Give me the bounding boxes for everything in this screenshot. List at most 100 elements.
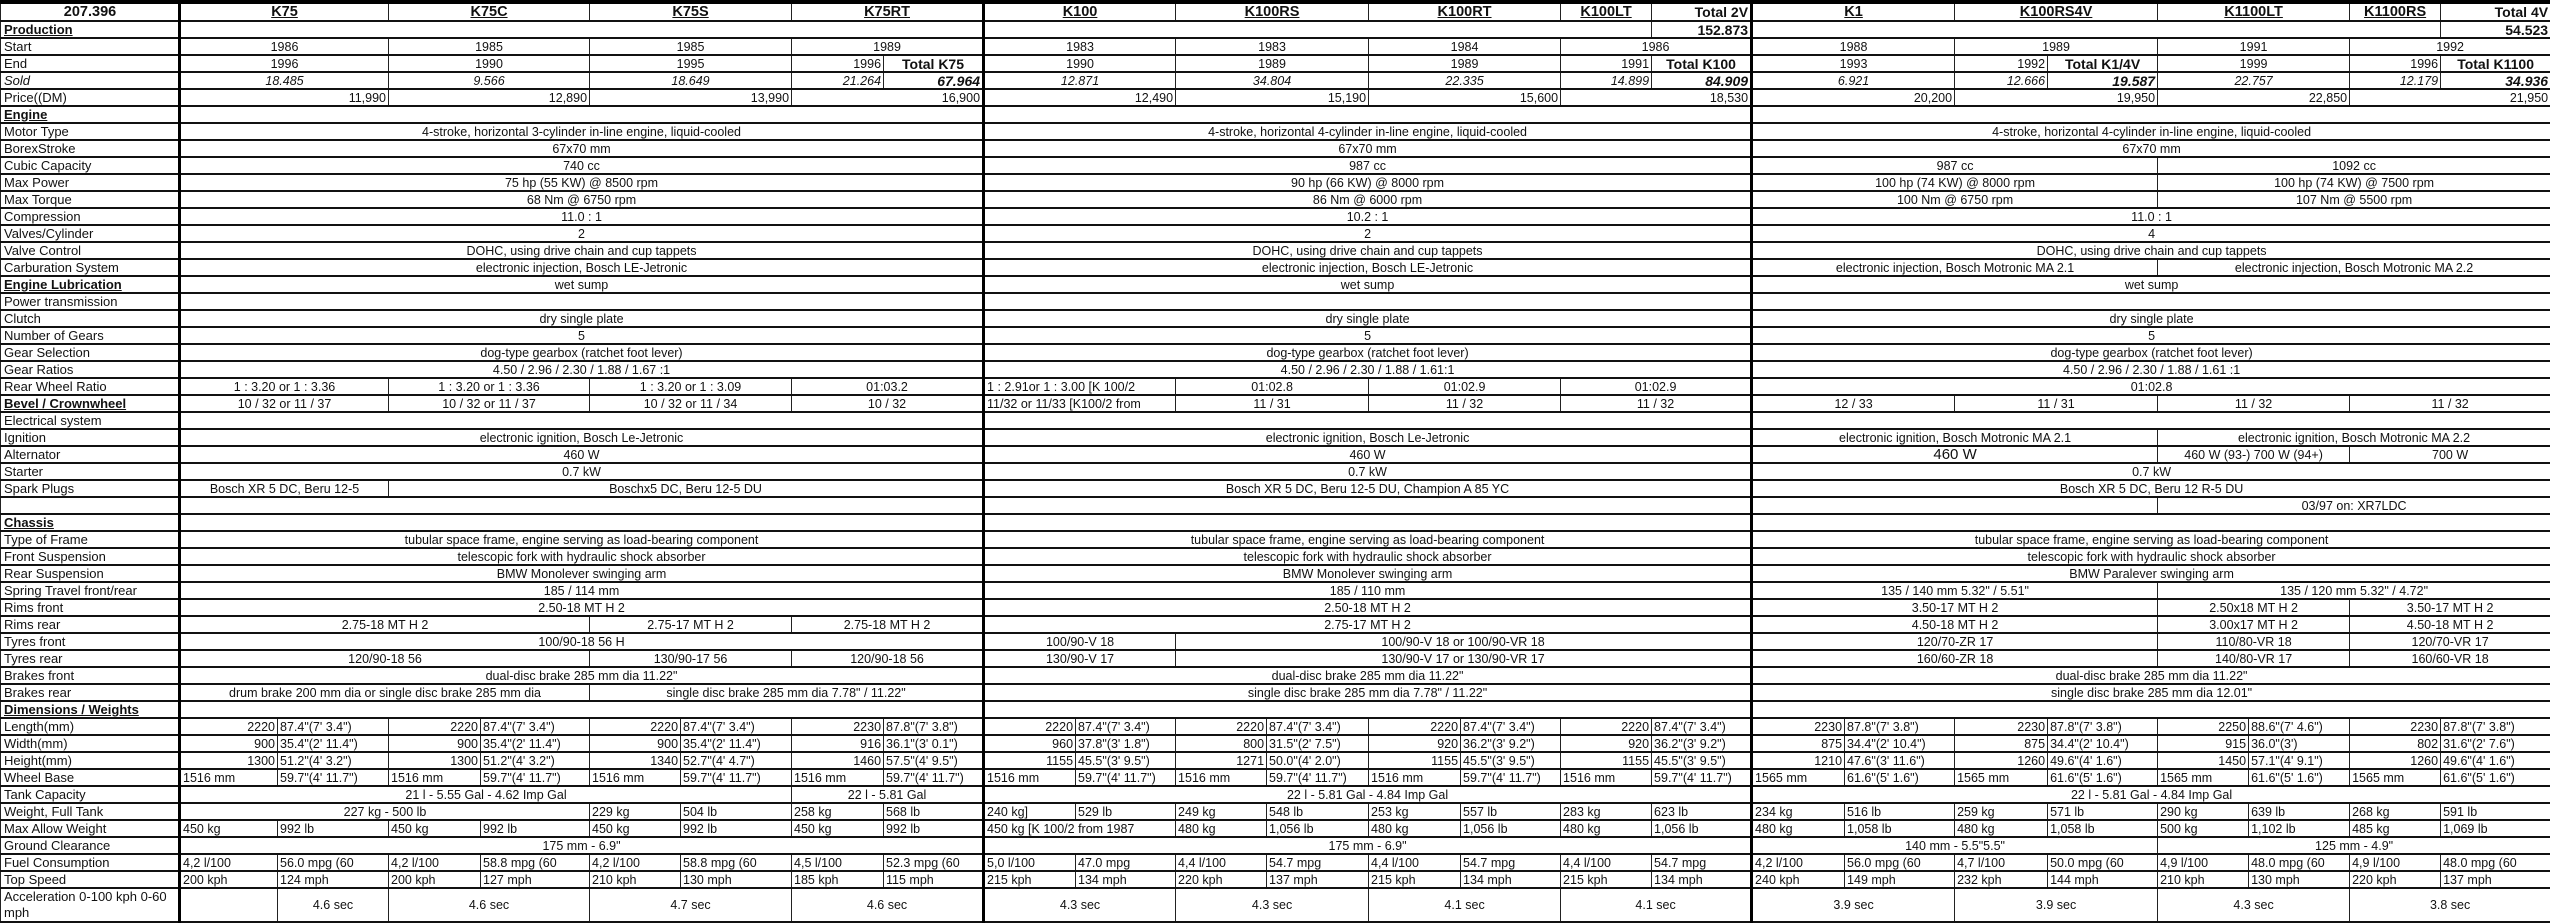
spec-cell: 57.1"(4' 9.1") <box>2249 752 2350 769</box>
spec-cell: 21.264 <box>792 72 884 89</box>
spec-cell: 18.649 <box>590 72 792 89</box>
spec-cell: 4.6 sec <box>792 888 984 922</box>
spec-cell: 4.6 sec <box>278 888 389 922</box>
spec-cell: 1516 mm <box>792 769 884 786</box>
row-label: Clutch <box>1 310 180 327</box>
spec-cell <box>1752 21 2441 38</box>
spec-cell: 10.2 : 1 <box>984 208 1752 225</box>
spec-cell <box>1752 106 2550 123</box>
spec-cell: 130 mph <box>2249 871 2350 888</box>
spec-cell: 48.0 mpg (60 <box>2249 854 2350 871</box>
spec-cell: 135 / 140 mm 5.32" / 5.51" <box>1752 582 2158 599</box>
spec-cell: 11 / 32 <box>2350 395 2550 412</box>
spec-cell: 12,890 <box>389 89 590 106</box>
spec-cell: electronic ignition, Bosch Le-Jetronic <box>180 429 984 446</box>
spec-cell: 915 <box>2158 735 2249 752</box>
spec-cell <box>984 701 1752 718</box>
spec-cell: 87.4"(7' 3.4") <box>1267 718 1369 735</box>
spec-cell: 100 hp (74 KW) @ 8000 rpm <box>1752 174 2158 191</box>
spec-cell: 100 hp (74 KW) @ 7500 rpm <box>2158 174 2550 191</box>
spec-cell: 54.7 mpg <box>1652 854 1752 871</box>
spec-cell: 19,950 <box>1955 89 2158 106</box>
spec-cell <box>984 497 1752 514</box>
spec-cell: Total K1/4V <box>2048 55 2158 72</box>
spec-cell: 900 <box>180 735 278 752</box>
row-label: Price((DM) <box>1 89 180 106</box>
spec-cell: 4.1 sec <box>1369 888 1561 922</box>
spec-cell: 1991 <box>1561 55 1652 72</box>
spec-cell: 1565 mm <box>1752 769 1845 786</box>
spec-cell: 2230 <box>2350 718 2441 735</box>
spec-cell: 134 mph <box>1461 871 1561 888</box>
spec-cell: 54.7 mpg <box>1461 854 1561 871</box>
spec-cell: 1155 <box>1561 752 1652 769</box>
spec-cell: 87.8"(7' 3.8") <box>2048 718 2158 735</box>
spec-cell: 1,058 lb <box>2048 820 2158 837</box>
spec-cell: 920 <box>1369 735 1461 752</box>
row-label: Starter <box>1 463 180 480</box>
row-label: Width(mm) <box>1 735 180 752</box>
spec-cell: telescopic fork with hydraulic shock abs… <box>1752 548 2550 565</box>
spec-cell: electronic injection, Bosch LE-Jetronic <box>180 259 984 276</box>
spec-cell: dry single plate <box>1752 310 2550 327</box>
spec-cell: 920 <box>1561 735 1652 752</box>
spec-cell: 1,069 lb <box>2441 820 2550 837</box>
spec-cell: 2.75-18 MT H 2 <box>180 616 590 633</box>
spec-cell: 4.3 sec <box>2158 888 2350 922</box>
spec-cell: 152.873 <box>1652 21 1752 38</box>
spec-cell: 900 <box>389 735 481 752</box>
spec-cell: 1985 <box>590 38 792 55</box>
spec-cell: 87.4"(7' 3.4") <box>481 718 590 735</box>
spec-cell: 107 Nm @ 5500 rpm <box>2158 191 2550 208</box>
spec-cell: 54.7 mpg <box>1267 854 1369 871</box>
spec-cell: 15,190 <box>1176 89 1369 106</box>
spec-cell: 480 kg <box>1561 820 1652 837</box>
spec-cell: 2250 <box>2158 718 2249 735</box>
spec-cell: 1516 mm <box>180 769 278 786</box>
spec-cell: 51.2"(4' 3.2") <box>481 752 590 769</box>
spec-cell: 10 / 32 or 11 / 37 <box>180 395 389 412</box>
section-title: Dimensions / Weights <box>1 701 180 718</box>
spec-cell: 56.0 mpg (60 <box>278 854 389 871</box>
spec-cell: 4 <box>1752 225 2550 242</box>
total-sold-count: 207.396 <box>1 2 180 21</box>
row-label: Fuel Consumption <box>1 854 180 871</box>
spec-cell: 4,4 l/100 <box>1561 854 1652 871</box>
spec-cell: 11 / 31 <box>1955 395 2158 412</box>
spec-cell: 37.8"(3' 1.8") <box>1076 735 1176 752</box>
spec-cell: 59.7"(4' 11.7") <box>1652 769 1752 786</box>
spec-cell: 87.4"(7' 3.4") <box>1461 718 1561 735</box>
spec-cell: 240 kg] <box>984 803 1076 820</box>
row-label <box>1 497 180 514</box>
row-label: Motor Type <box>1 123 180 140</box>
spec-cell: 2220 <box>1561 718 1652 735</box>
spec-cell: 10 / 32 <box>792 395 984 412</box>
spec-cell: wet sump <box>984 276 1752 293</box>
spec-cell: 0.7 kW <box>1752 463 2550 480</box>
spec-cell: 130/90-V 17 or 130/90-VR 17 <box>1176 650 1752 667</box>
model-header-k75c: K75C <box>389 2 590 21</box>
spec-cell <box>984 21 1652 38</box>
spec-cell: 175 mm - 6.9" <box>180 837 984 854</box>
spec-cell: 140/80-VR 17 <box>2158 650 2350 667</box>
spec-cell: 2230 <box>792 718 884 735</box>
spec-cell: 1300 <box>389 752 481 769</box>
spec-cell: Bosch XR 5 DC, Beru 12-5 DU, Champion A … <box>984 480 1752 497</box>
spec-cell: 4,7 l/100 <box>1955 854 2048 871</box>
spec-cell: 31.5"(2' 7.5") <box>1267 735 1369 752</box>
spec-cell: 87.4"(7' 3.4") <box>681 718 792 735</box>
model-header-k1100lt: K1100LT <box>2158 2 2350 21</box>
spec-cell: 4,4 l/100 <box>1369 854 1461 871</box>
spec-cell: dog-type gearbox (ratchet foot lever) <box>180 344 984 361</box>
spec-cell: 740 cc <box>180 157 984 174</box>
model-header-k1100rs: K1100RS <box>2350 2 2441 21</box>
